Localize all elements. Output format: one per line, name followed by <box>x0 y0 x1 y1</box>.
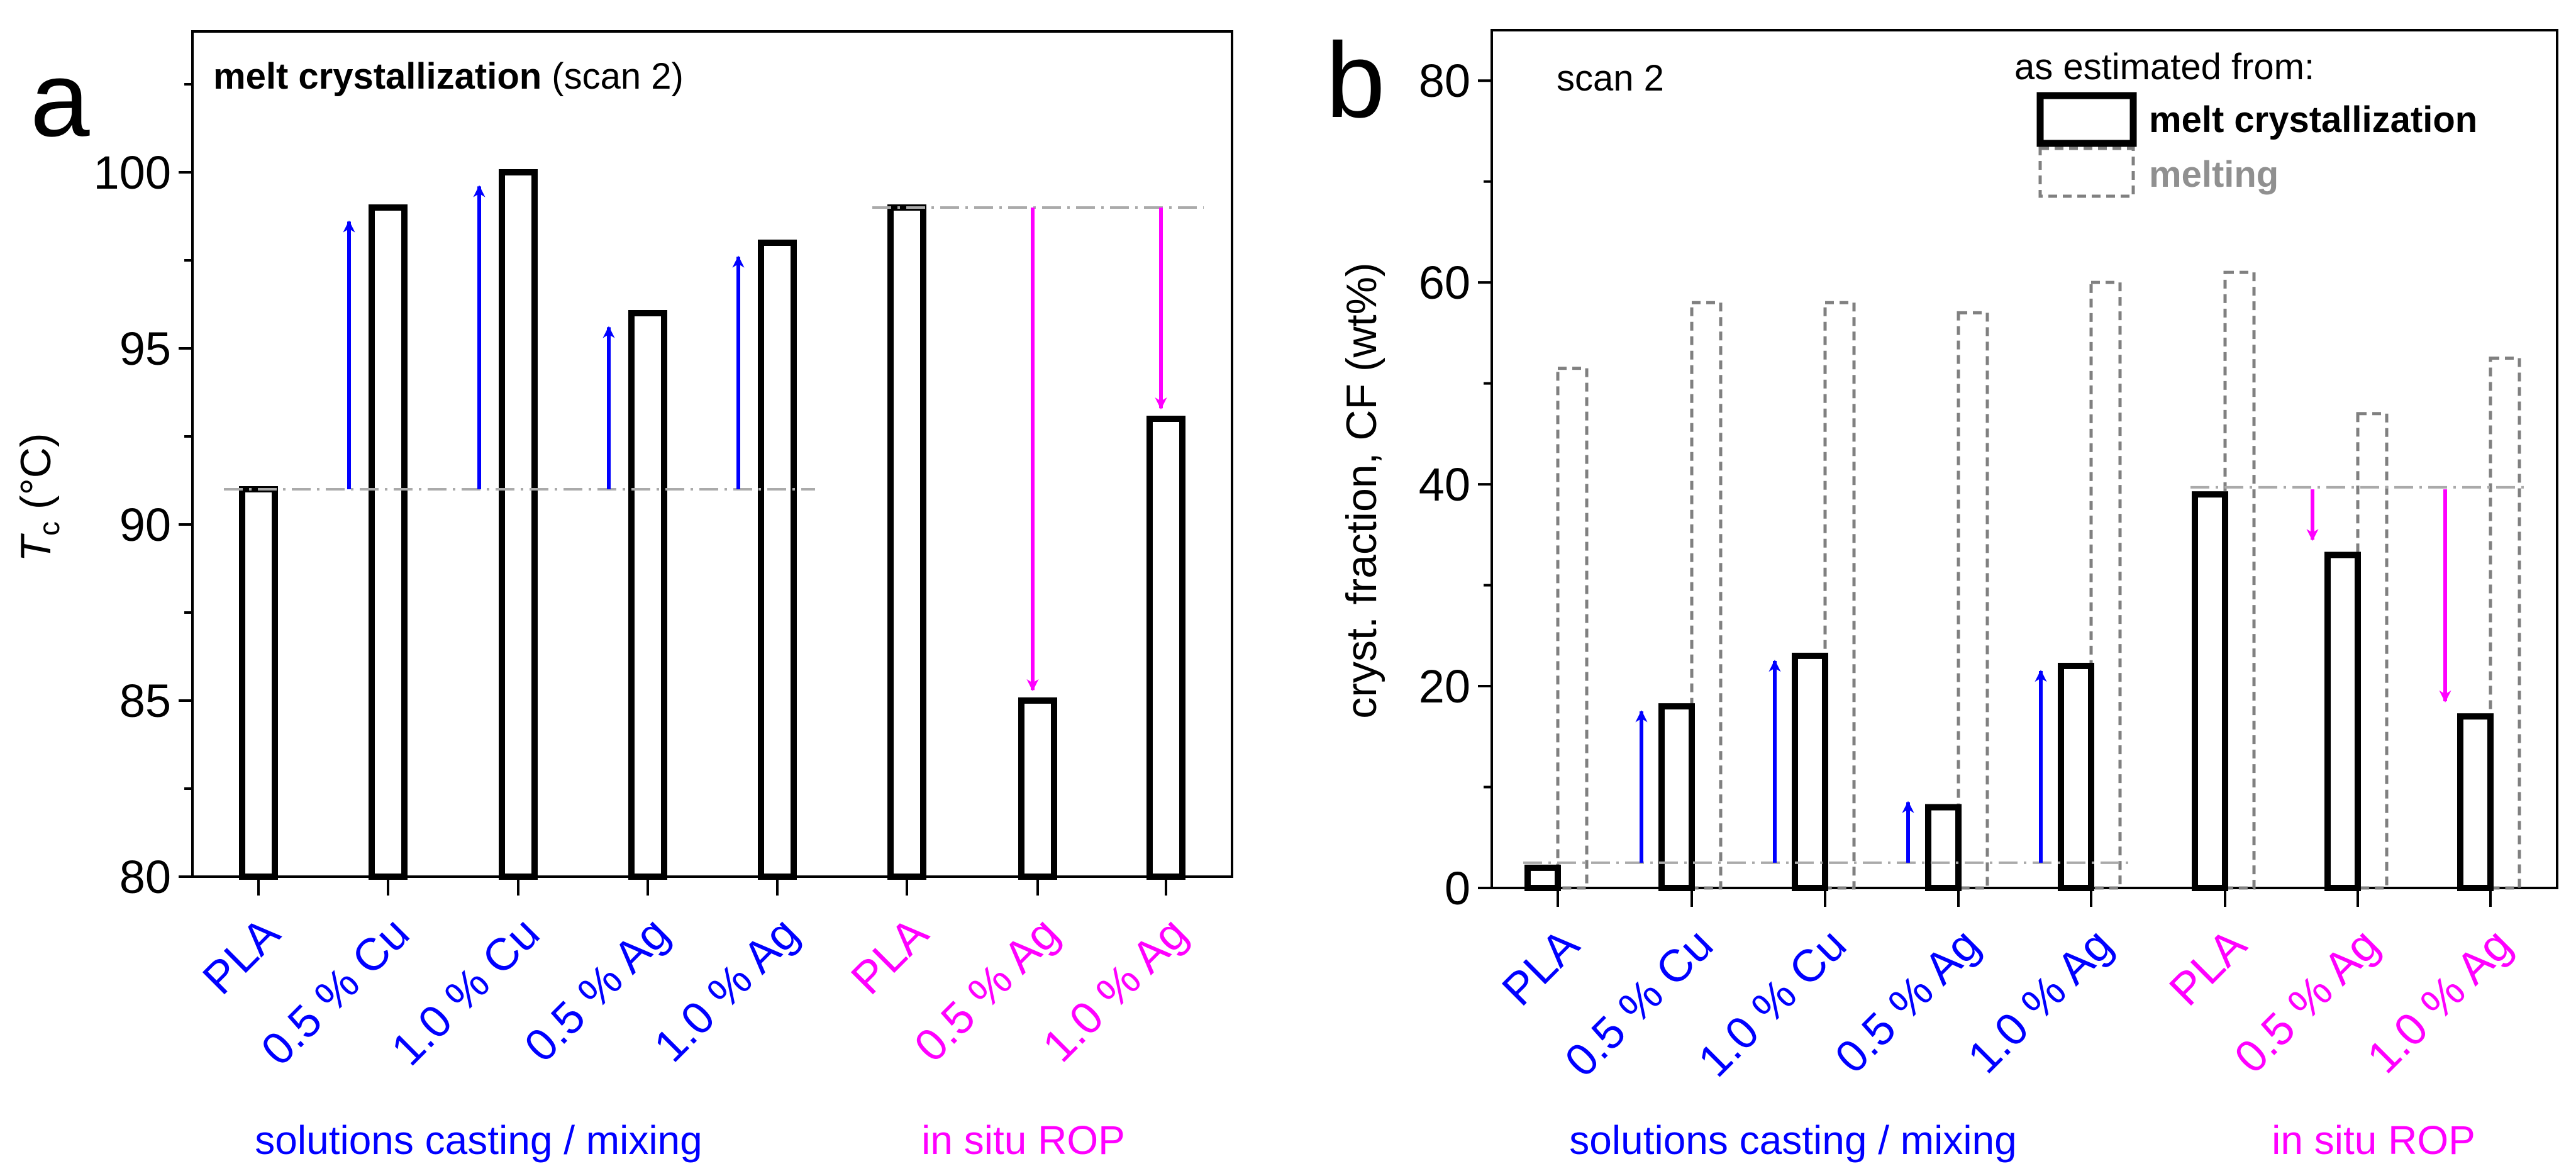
bar-melt-crystallization <box>2058 662 2094 892</box>
x-tick-label: 1.0 % Ag <box>2358 919 2521 1083</box>
legend-heading: as estimated from: <box>2014 47 2314 87</box>
bar-melting <box>1556 367 1589 890</box>
panel-a-title-bold: melt crystallization <box>213 56 541 97</box>
bar-melting <box>1690 301 1723 890</box>
x-tick-label: PLA <box>1493 919 1589 1016</box>
ylabel-main: T <box>12 533 60 562</box>
bar <box>499 169 538 880</box>
x-tick-label: 0.5 % Ag <box>515 908 679 1072</box>
bar <box>887 204 926 880</box>
bar <box>239 486 278 880</box>
x-tick-label: 0.5 % Ag <box>2225 919 2389 1083</box>
y-tick-label: 80 <box>1419 55 1470 107</box>
y-tick-label: 90 <box>119 499 171 551</box>
y-tick-label: 95 <box>119 323 171 375</box>
y-tick-label: 0 <box>1445 862 1470 914</box>
bar-melt-crystallization <box>2457 713 2494 891</box>
bar-melt-crystallization <box>1658 703 1695 891</box>
bar-melt-crystallization <box>2192 491 2228 891</box>
bar-melting <box>2356 412 2389 890</box>
panel-a-title-rest: (scan 2) <box>541 56 684 97</box>
legend-swatch-melt-crystallization <box>2036 92 2137 147</box>
bar-melting <box>1823 301 1856 890</box>
ylabel-unit: (°C) <box>12 433 60 521</box>
bar <box>1018 697 1057 880</box>
x-tick-label: 1.0 % Cu <box>1689 919 1856 1087</box>
legend-label-melt-crystallization: melt crystallization <box>2149 99 2477 140</box>
x-tick-label: PLA <box>2160 919 2257 1016</box>
bar-melting <box>2223 270 2256 890</box>
bar-melting <box>2089 280 2122 890</box>
bar <box>628 310 667 880</box>
panel-b-letter: b <box>1326 21 1385 140</box>
x-tick-label: PLA <box>194 908 290 1004</box>
y-tick-label: 20 <box>1419 660 1470 713</box>
legend: as estimated from: melt crystallization … <box>2014 47 2477 198</box>
legend-swatch-melting <box>2038 147 2135 198</box>
legend-label-melting: melting <box>2149 154 2279 195</box>
group-label-rop: in situ ROP <box>921 1118 1125 1163</box>
y-tick-label: 85 <box>119 675 171 727</box>
panel-b-title: scan 2 <box>1557 58 1664 99</box>
bar-melt-crystallization <box>1925 804 1962 891</box>
bar-melt-crystallization <box>2324 552 2361 891</box>
panel-a-letter: a <box>30 40 90 159</box>
y-tick-label: 60 <box>1419 257 1470 309</box>
x-tick-label: 0.5 % Ag <box>1826 919 1989 1083</box>
bar-melting <box>2489 357 2521 890</box>
group-label-solution: solutions casting / mixing <box>1569 1118 2016 1163</box>
panel-a-title: melt crystallization (scan 2) <box>213 56 684 97</box>
plot-frame <box>191 30 1233 878</box>
bar <box>369 204 408 880</box>
plot-frame <box>1491 29 2558 889</box>
bar <box>758 240 797 880</box>
y-tick-label: 80 <box>119 851 171 903</box>
bar-melting <box>1957 311 1989 890</box>
group-label-solution: solutions casting / mixing <box>255 1118 702 1163</box>
bar-melt-crystallization <box>1792 652 1828 891</box>
x-tick-label: 1.0 % Ag <box>1033 908 1197 1072</box>
x-tick-label: 1.0 % Ag <box>1958 919 2122 1083</box>
panel-b-y-axis-label: cryst. fraction, CF (wt%) <box>1338 262 1385 718</box>
panel-a-y-axis-label: Tc (°C) <box>12 433 65 562</box>
y-tick-label: 100 <box>94 147 171 199</box>
y-tick-label: 40 <box>1419 458 1470 511</box>
bar-melt-crystallization <box>1524 864 1561 891</box>
group-label-rop: in situ ROP <box>2272 1118 2475 1163</box>
x-tick-label: PLA <box>842 908 938 1004</box>
bar <box>1146 416 1185 880</box>
x-tick-label: 0.5 % Cu <box>1555 919 1723 1087</box>
ylabel-sub: c <box>33 521 65 536</box>
x-tick-label: 1.0 % Ag <box>645 908 808 1072</box>
